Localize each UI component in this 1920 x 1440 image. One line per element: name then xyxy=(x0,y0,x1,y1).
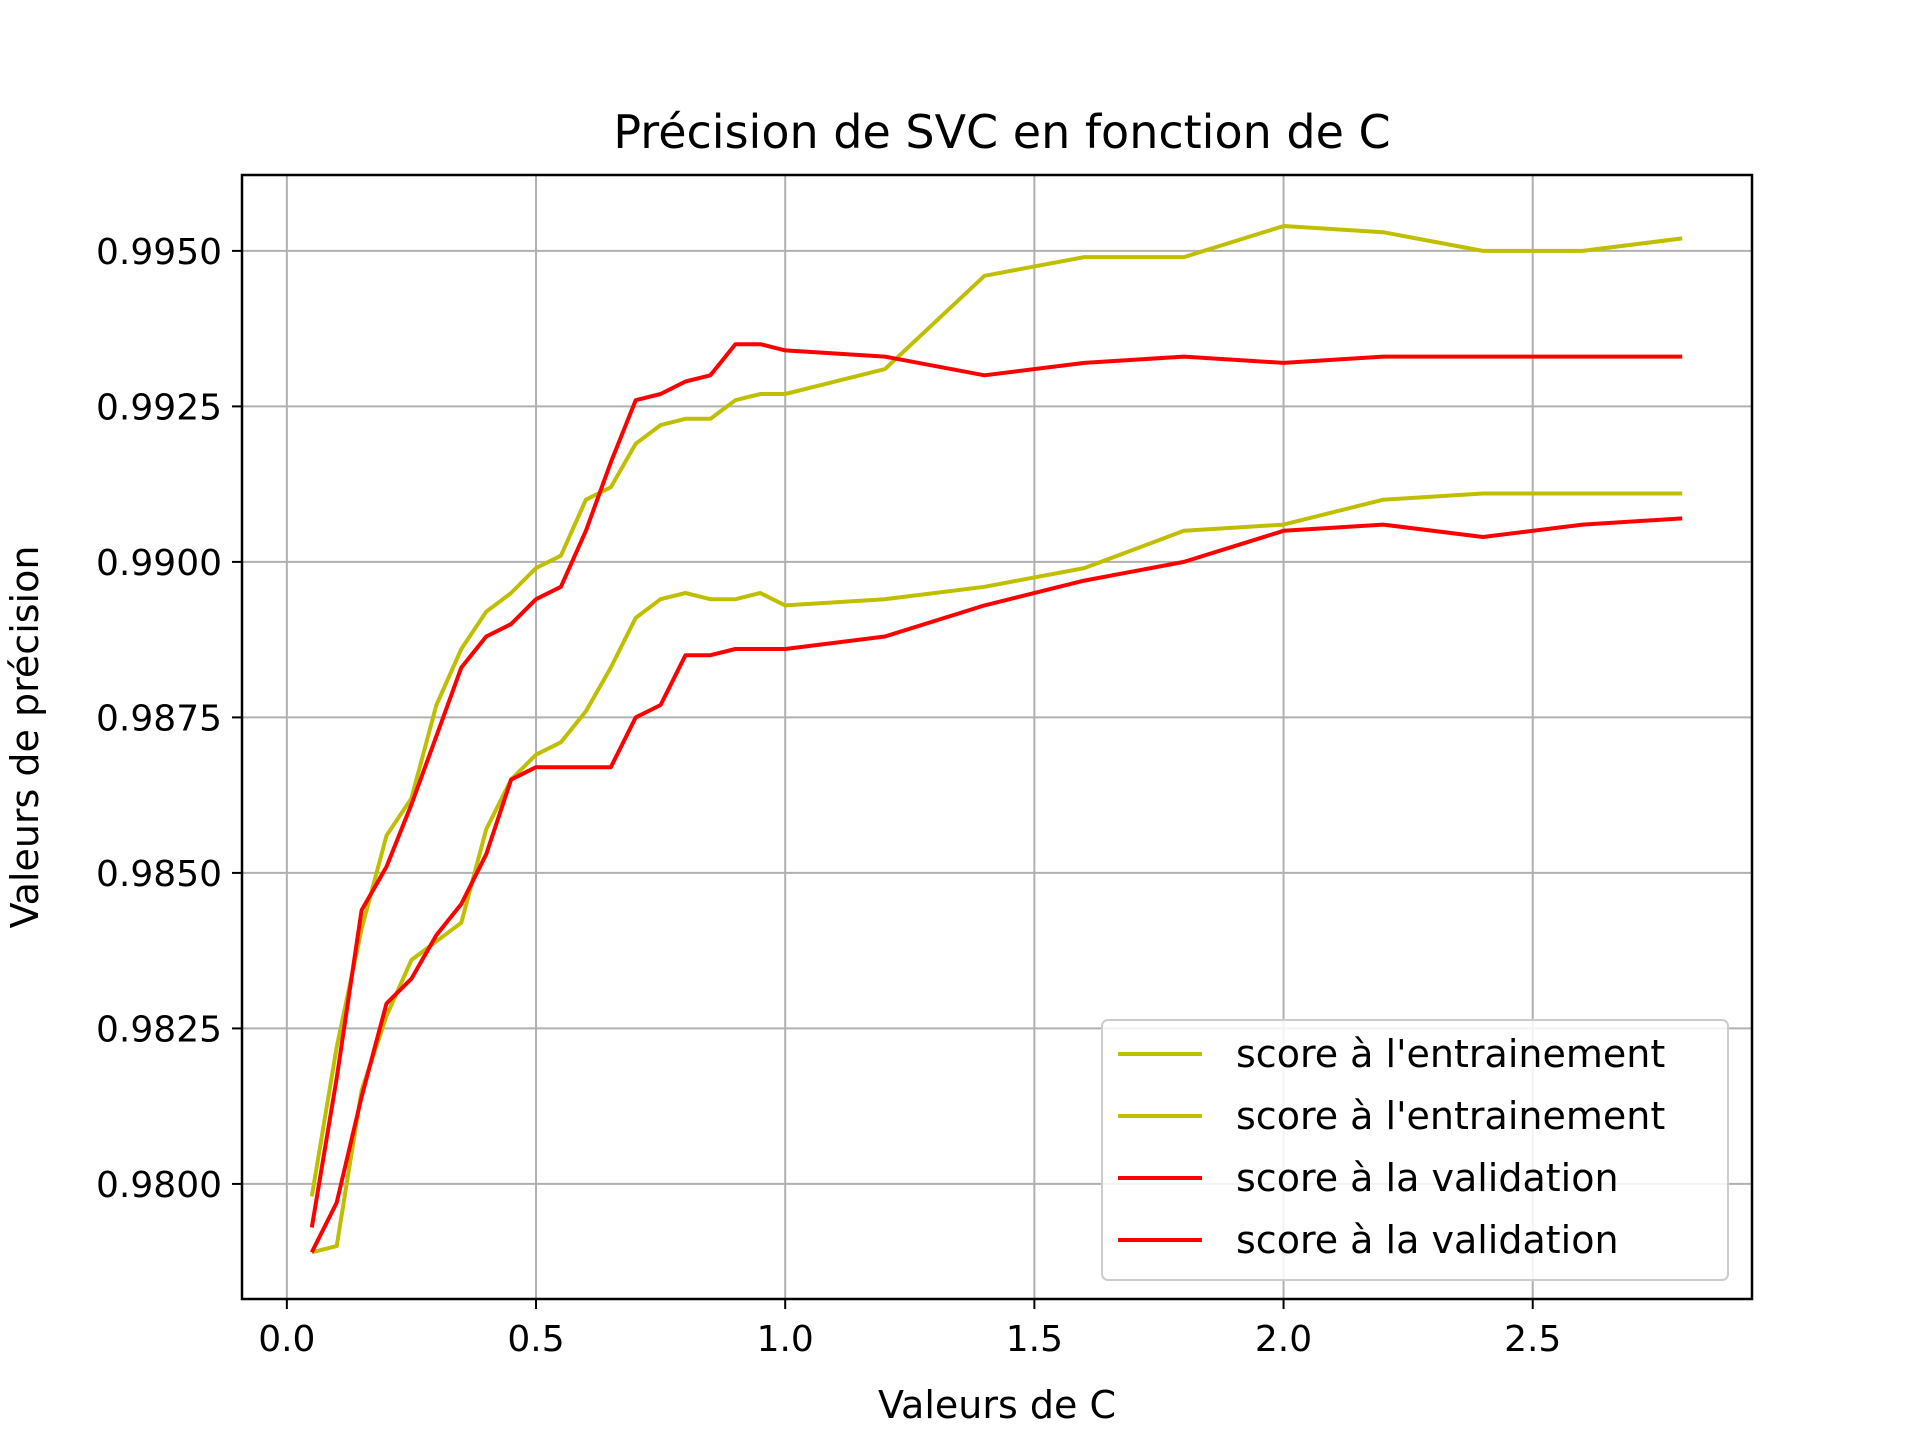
y-tick-label: 0.9925 xyxy=(96,387,222,428)
legend: score à l'entrainement score à l'entraine… xyxy=(1101,1019,1729,1281)
plot-frame xyxy=(240,173,1754,1301)
x-tick-label: 2.5 xyxy=(1504,1319,1561,1360)
axis-ticks: 0.0 0.5 1.0 1.5 2.0 2.5 0.9800 0.9825 0.9850 0.98… xyxy=(96,232,1561,1360)
legend-label: score à l'entrainement xyxy=(1236,1094,1665,1138)
series-line-3 xyxy=(309,342,1683,1228)
y-axis-title: Valeurs de précision xyxy=(3,546,47,929)
legend-label: score à l'entrainement xyxy=(1236,1032,1665,1076)
x-tick-label: 0.5 xyxy=(507,1319,564,1360)
y-tick-label: 0.9850 xyxy=(96,854,222,895)
series-line-4 xyxy=(310,516,1683,1254)
x-tick-label: 2.0 xyxy=(1255,1319,1312,1360)
y-tick-label: 0.9800 xyxy=(96,1165,222,1206)
grid-lines xyxy=(242,175,1752,1299)
x-tick-label: 1.5 xyxy=(1006,1319,1063,1360)
y-tick-label: 0.9875 xyxy=(96,698,222,739)
chart-title: Précision de SVC en fonction de C xyxy=(613,105,1390,159)
series-layer xyxy=(309,224,1683,1255)
y-tick-label: 0.9825 xyxy=(96,1009,222,1050)
y-tick-label: 0.9950 xyxy=(96,232,222,273)
legend-box xyxy=(1101,1019,1729,1281)
x-axis-title: Valeurs de C xyxy=(878,1383,1116,1427)
series-line-1 xyxy=(309,224,1683,1197)
y-tick-label: 0.9900 xyxy=(96,543,222,584)
legend-label: score à la validation xyxy=(1236,1218,1619,1262)
x-tick-label: 1.0 xyxy=(757,1319,814,1360)
x-tick-label: 0.0 xyxy=(258,1319,315,1360)
legend-label: score à la validation xyxy=(1236,1156,1619,1200)
